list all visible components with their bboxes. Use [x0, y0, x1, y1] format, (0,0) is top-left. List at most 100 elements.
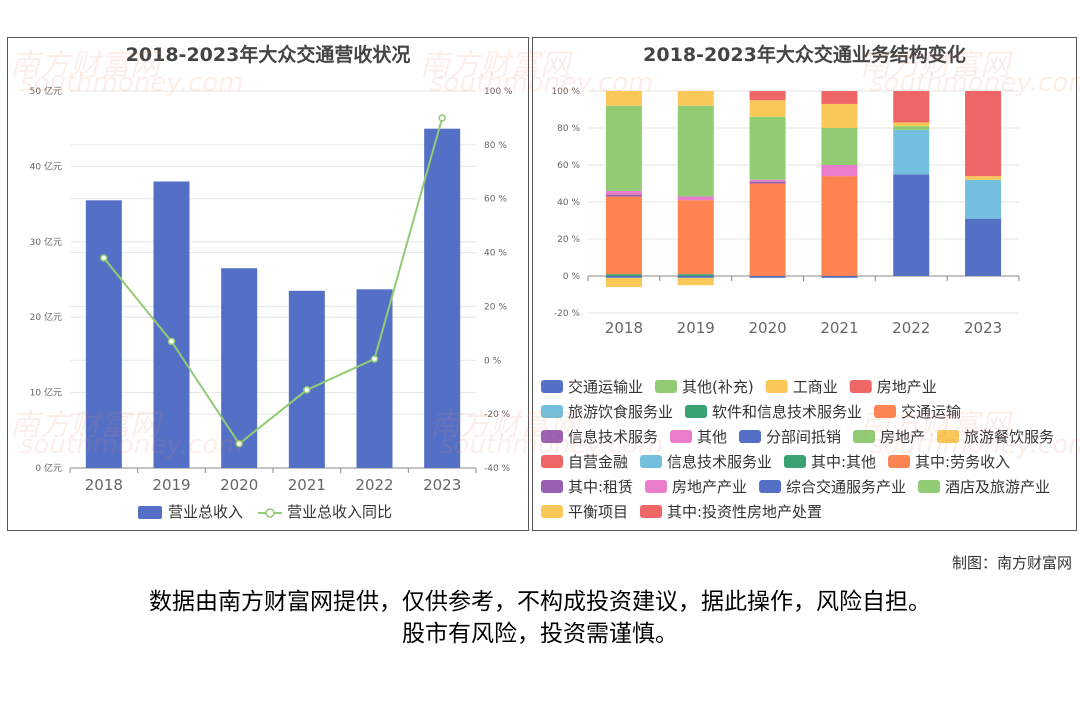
- legend-label: 房地产业: [877, 378, 937, 396]
- stacked-segment: [677, 274, 714, 276]
- legend-label: 自营金融: [568, 453, 628, 471]
- yoy-growth-point: [235, 440, 243, 448]
- right-axis-tick-label: 80 %: [484, 141, 507, 151]
- legend-swatch: [739, 430, 762, 443]
- stacked-segment: [677, 276, 714, 278]
- stacked-segment: [965, 176, 1002, 180]
- legend-label: 其中:其他: [811, 453, 876, 471]
- stacked-segment: [605, 277, 642, 288]
- left-axis-tick-label: 30 亿元: [30, 236, 62, 248]
- revenue-bar: [85, 200, 122, 468]
- stacked-segment: [677, 91, 714, 106]
- y-axis-tick-label: 100 %: [551, 87, 580, 97]
- right-axis-tick-label: -20 %: [484, 410, 511, 420]
- legend-label: 其中:投资性房地产处置: [667, 503, 822, 521]
- stacked-segment: [749, 116, 786, 180]
- legend-swatch: [937, 430, 960, 443]
- y-axis-tick-label: 80 %: [557, 124, 580, 134]
- legend-swatch: [784, 455, 807, 468]
- legend-swatch: [541, 380, 563, 393]
- x-axis-tick-label: 2023: [964, 319, 1002, 337]
- legend-swatch: [541, 455, 563, 468]
- legend-label: 其中:租赁: [568, 478, 633, 496]
- stacked-segment: [677, 105, 714, 197]
- revenue-chart-panel: 2018-2023年大众交通营收状况 0 亿元 10 亿元 20 亿元 30 亿元 40…: [7, 37, 529, 531]
- legend-swatch: [759, 480, 782, 493]
- legend-swatch: [541, 505, 563, 518]
- stacked-segment: [605, 276, 642, 278]
- stacked-segment: [749, 181, 786, 184]
- structure-chart-title: 2018-2023年大众交通业务结构变化: [643, 44, 966, 66]
- legend-swatch: [853, 430, 876, 443]
- legend-swatch: [849, 380, 872, 393]
- legend-label: 交通运输: [901, 403, 961, 421]
- stacked-segment: [965, 218, 1002, 276]
- legend-swatch: [655, 380, 678, 393]
- stacked-segment: [821, 128, 858, 165]
- legend-label: 房地产: [880, 428, 925, 446]
- legend-label: 交通运输业: [568, 378, 643, 396]
- x-axis-tick-label: 2018: [605, 319, 643, 337]
- legend-label: 软件和信息技术服务业: [712, 403, 862, 421]
- legend-label: 工商业: [793, 378, 838, 396]
- yoy-growth-point: [303, 386, 311, 394]
- stacked-segment: [605, 274, 642, 276]
- stacked-segment: [893, 122, 930, 127]
- left-axis-tick-label: 0 亿元: [35, 462, 62, 474]
- x-axis-tick-label: 2021: [820, 319, 858, 337]
- stacked-segment: [893, 174, 930, 276]
- x-axis-tick-label: 2023: [423, 476, 461, 494]
- right-axis-tick-label: 40 %: [484, 249, 507, 259]
- legend-label: 信息技术服务: [568, 428, 658, 446]
- stacked-segment: [677, 200, 714, 275]
- stacked-segment: [605, 196, 642, 275]
- x-axis-tick-label: 2019: [152, 476, 190, 494]
- legend-swatch: [541, 405, 563, 418]
- legend-swatch: [670, 430, 693, 443]
- left-axis-tick-label: 10 亿元: [30, 387, 62, 399]
- yoy-growth-point: [167, 337, 176, 346]
- stacked-segment: [749, 179, 786, 182]
- legend-swatch-yoy-point: [265, 508, 275, 518]
- x-axis-tick-label: 2019: [677, 319, 715, 337]
- y-axis-tick-label: 40 %: [557, 198, 580, 208]
- x-axis-tick-label: 2021: [288, 476, 326, 494]
- disclaimer-line-1: 数据由南方财富网提供，仅供参考，不构成投资建议，据此操作，风险自担。: [149, 589, 931, 615]
- legend-label-yoy: 营业总收入同比: [287, 503, 392, 521]
- structure-chart-panel: 2018-2023年大众交通业务结构变化 -20 % 0 % 20 % 40 % 60 …: [532, 37, 1077, 531]
- legend-swatch: [888, 455, 911, 468]
- legend-label: 综合交通服务产业: [786, 478, 906, 496]
- legend-label: 平衡项目: [568, 503, 628, 521]
- y-axis-tick-label: 0 %: [563, 272, 581, 282]
- structure-chart-svg: -20 % 0 % 20 % 40 % 60 % 80 % 100 % 2018 2019 202…: [541, 87, 1054, 521]
- legend-label: 其中:劳务收入: [915, 453, 1010, 471]
- legend-label: 旅游饮食服务业: [568, 403, 673, 421]
- y-axis-tick-label: -20 %: [554, 309, 581, 319]
- yoy-growth-point: [370, 355, 379, 363]
- right-axis-tick-label: -40 %: [484, 464, 511, 474]
- legend-swatch: [541, 430, 563, 443]
- stacked-segment: [749, 276, 786, 278]
- legend-swatch: [541, 480, 563, 493]
- x-axis-tick-label: 2020: [748, 319, 786, 337]
- legend-label: 分部间抵销: [766, 428, 841, 446]
- revenue-bar: [221, 268, 258, 468]
- legend-label: 房地产产业: [672, 478, 747, 496]
- legend-label: 酒店及旅游产业: [945, 478, 1050, 496]
- stacked-segment: [749, 91, 786, 101]
- stacked-segment: [677, 277, 714, 286]
- legend-swatch: [685, 405, 708, 418]
- right-axis-tick-label: 100 %: [484, 87, 513, 97]
- legend-label-revenue: 营业总收入: [168, 503, 243, 521]
- legend-swatch: [765, 380, 788, 393]
- stacked-segment: [677, 196, 714, 201]
- left-axis-tick-label: 20 亿元: [30, 311, 62, 323]
- legend-swatch: [874, 405, 897, 418]
- y-axis-tick-label: 20 %: [557, 235, 580, 245]
- revenue-bar: [424, 128, 461, 468]
- chart-credit: 制图：南方财富网: [951, 554, 1072, 572]
- yoy-growth-point: [438, 114, 446, 122]
- stacked-segment: [893, 91, 930, 123]
- right-axis-tick-label: 0 %: [484, 356, 502, 366]
- legend-label: 其他: [697, 428, 727, 446]
